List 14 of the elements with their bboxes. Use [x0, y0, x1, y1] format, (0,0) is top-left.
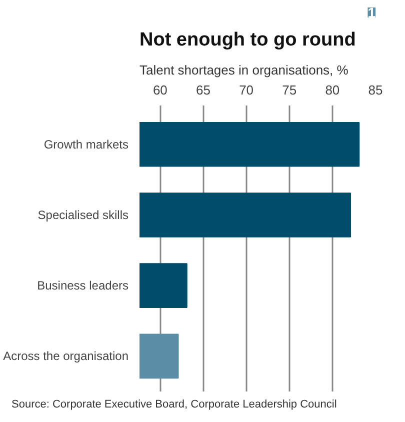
x-tick-label: 60: [152, 82, 168, 98]
x-tick-label: 75: [282, 82, 297, 98]
chart-title: Not enough to go round: [140, 30, 356, 50]
x-tick-label: 85: [368, 82, 383, 98]
y-tick-label: Business leaders: [37, 278, 129, 293]
x-tick-label: 70: [239, 82, 254, 98]
source-note: Source: Corporate Executive Board, Corporate Leadership Council: [12, 398, 337, 410]
y-tick-label: Specialised skills: [38, 208, 128, 222]
x-tick-label: 65: [196, 82, 210, 98]
chart-subtitle: Talent shortages in organisations, %: [140, 62, 349, 78]
y-tick-label: Growth markets: [44, 137, 128, 152]
y-tick-label: Across the organisation: [3, 349, 129, 364]
text: 1: [368, 4, 376, 20]
x-tick-label: 80: [325, 82, 340, 98]
